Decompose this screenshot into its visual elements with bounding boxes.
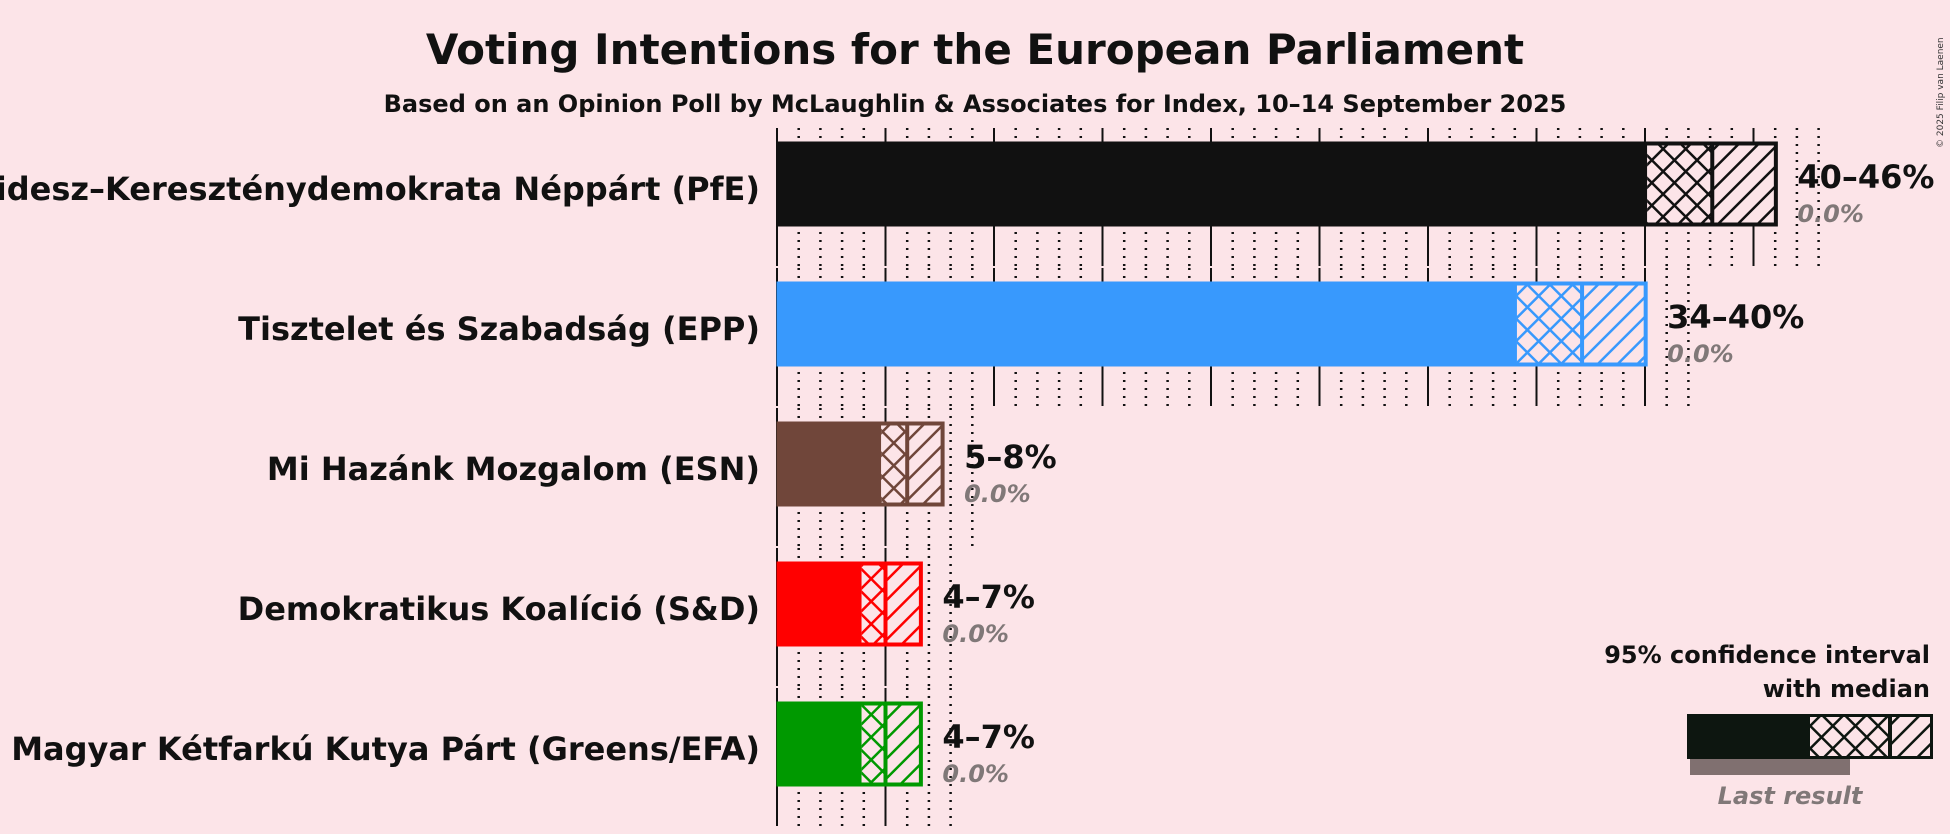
legend-solid (1687, 714, 1810, 759)
legend-title: 95% confidence interval (1604, 641, 1930, 669)
party-label: Mi Hazánk Mozgalom (ESN) (267, 450, 760, 488)
bar-outline (776, 281, 1648, 367)
party-label: Demokratikus Koalíció (S&D) (238, 590, 760, 628)
party-label: Fidesz–Kereszténydemokrata Néppárt (PfE) (0, 170, 760, 208)
party-bar-group: Fidesz–Kereszténydemokrata Néppárt (PfE)… (0, 141, 1934, 228)
bar-ci-lower (881, 425, 908, 503)
range-label: 40–46% (1797, 158, 1934, 196)
bar-outline (776, 701, 923, 787)
legend-ci-upper (1890, 717, 1931, 756)
bar-solid (777, 562, 862, 646)
party-bar-group: Demokratikus Koalíció (S&D) 4–7% 0.0% (238, 561, 1035, 648)
bar-ci-upper (885, 565, 923, 643)
party-bar-group: Mi Hazánk Mozgalom (ESN) 5–8% 0.0% (267, 421, 1057, 508)
copyright: © 2025 Filip van Laenen (1936, 37, 1946, 148)
last-result-label: 0.0% (942, 620, 1009, 648)
bar-ci-upper (885, 705, 923, 783)
range-label: 5–8% (964, 438, 1057, 476)
bar-outline (776, 561, 923, 647)
legend-outline (1687, 714, 1933, 759)
bar-solid (777, 702, 862, 786)
range-label: 34–40% (1667, 298, 1804, 336)
legend-last-result-bar (1690, 758, 1850, 775)
legend-ci-lower (1810, 717, 1890, 756)
bar-ci-lower (1516, 285, 1583, 363)
legend: 95% confidence interval with median Last r… (1604, 641, 1933, 810)
party-bar-group: Tisztelet és Szabadság (EPP) 34–40% 0.0% (238, 281, 1804, 368)
bar-outline (776, 141, 1778, 227)
bar-outline (776, 421, 945, 507)
chart-subtitle: Based on an Opinion Poll by McLaughlin &… (384, 90, 1567, 118)
legend-last-result-label: Last result (1718, 782, 1864, 810)
bar-ci-lower (1647, 145, 1713, 223)
bar-solid (777, 142, 1648, 226)
bar-ci-upper (1582, 285, 1648, 363)
last-result-label: 0.0% (964, 480, 1031, 508)
bar-ci-upper (907, 425, 945, 503)
last-result-label: 0.0% (942, 760, 1009, 788)
legend-subtitle: with median (1763, 675, 1930, 703)
bars-layer: Fidesz–Kereszténydemokrata Néppárt (PfE)… (0, 141, 1934, 788)
bar-solid (777, 422, 882, 506)
bar-ci-upper (1712, 145, 1778, 223)
party-bar-group: Magyar Kétfarkú Kutya Párt (Greens/EFA) 4… (11, 701, 1035, 788)
bar-ci-lower (861, 565, 886, 643)
party-label: Tisztelet és Szabadság (EPP) (238, 310, 760, 348)
last-result-label: 0.0% (1667, 340, 1734, 368)
party-label: Magyar Kétfarkú Kutya Párt (Greens/EFA) (11, 730, 760, 768)
last-result-label: 0.0% (1797, 200, 1864, 228)
chart-title: Voting Intentions for the European Parli… (426, 25, 1524, 74)
bar-solid (777, 282, 1517, 366)
range-label: 4–7% (942, 718, 1035, 756)
range-label: 4–7% (942, 578, 1035, 616)
bar-ci-lower (861, 705, 886, 783)
